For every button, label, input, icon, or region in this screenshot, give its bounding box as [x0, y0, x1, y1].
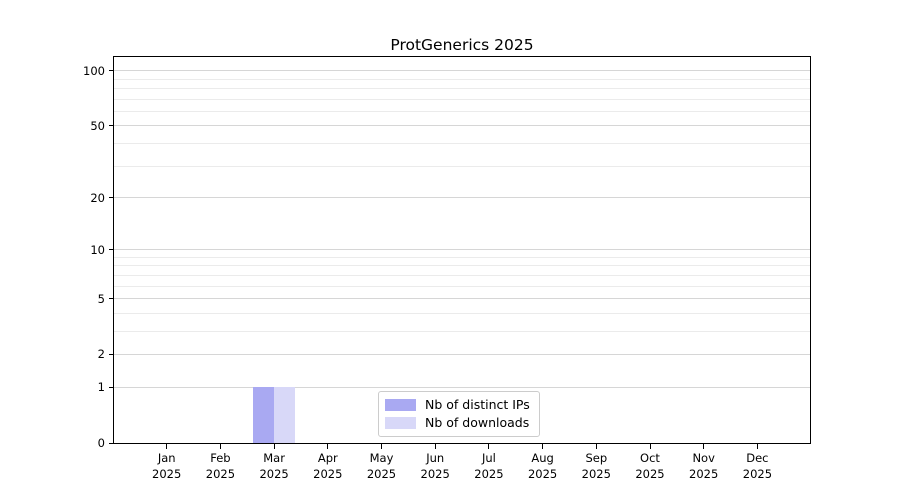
x-tick-label: Jun 2025	[420, 451, 450, 481]
y-tick-label: 2	[97, 347, 105, 362]
x-tick	[219, 444, 221, 449]
x-tick	[273, 444, 275, 449]
y-tick-label: 20	[90, 190, 105, 205]
x-tick-label: Sep 2025	[581, 451, 611, 481]
x-tick-label: Apr 2025	[313, 451, 343, 481]
y-tick	[109, 70, 114, 72]
legend-item-downloads: Nb of downloads	[385, 416, 530, 430]
y-tick	[109, 197, 114, 199]
x-tick	[542, 444, 544, 449]
gridline-minor	[114, 98, 810, 100]
y-tick-label: 0	[97, 436, 105, 450]
y-tick-label: 50	[90, 118, 105, 133]
x-tick-label: May 2025	[366, 451, 397, 481]
gridline-minor	[114, 78, 810, 80]
gridline-minor	[114, 143, 810, 145]
gridline-major	[114, 386, 810, 388]
x-tick-label: Jul 2025	[474, 451, 504, 481]
legend-patch-distinct-ips-icon	[385, 399, 416, 411]
gridline-major	[114, 249, 810, 251]
bar-downloads-mar-2025	[274, 387, 296, 443]
y-tick	[109, 353, 114, 355]
x-tick-label: Aug 2025	[527, 451, 558, 481]
x-tick	[488, 444, 490, 449]
x-tick	[434, 444, 436, 449]
gridline-minor	[114, 312, 810, 314]
y-tick	[109, 442, 114, 444]
x-tick	[327, 444, 329, 449]
gridline-minor	[114, 256, 810, 258]
gridline-major	[114, 353, 810, 355]
x-tick-label: Oct 2025	[635, 451, 665, 481]
legend-label-downloads: Nb of downloads	[425, 415, 530, 430]
gridline-minor	[114, 330, 810, 332]
bar-distinct-ips-mar-2025	[252, 387, 275, 443]
x-tick	[756, 444, 758, 449]
chart-title: ProtGenerics 2025	[390, 36, 534, 54]
y-tick-label: 5	[97, 291, 105, 306]
y-tick-label: 10	[90, 242, 105, 257]
x-tick	[649, 444, 651, 449]
gridline-major	[114, 125, 810, 127]
plot-area	[113, 56, 811, 444]
gridline-minor	[114, 265, 810, 267]
x-tick-label: Dec 2025	[742, 451, 773, 481]
gridline-minor	[114, 274, 810, 276]
gridline-minor	[114, 111, 810, 113]
y-tick	[109, 249, 114, 251]
gridline-major	[114, 70, 810, 72]
gridline-minor	[114, 88, 810, 90]
legend-label-distinct-ips: Nb of distinct IPs	[425, 397, 530, 412]
legend: Nb of distinct IPs Nb of downloads	[378, 391, 540, 437]
legend-patch-downloads-icon	[385, 417, 416, 429]
x-tick-label: Mar 2025	[259, 451, 289, 481]
x-tick	[381, 444, 382, 449]
gridline-minor	[114, 165, 810, 167]
x-tick-label: Jan 2025	[152, 451, 182, 481]
legend-item-distinct-ips: Nb of distinct IPs	[385, 398, 530, 412]
y-tick-label: 1	[97, 380, 105, 395]
x-tick-label: Nov 2025	[689, 451, 719, 481]
x-tick	[595, 444, 597, 449]
gridline-major	[114, 298, 810, 300]
y-tick	[109, 386, 114, 388]
y-tick	[109, 298, 114, 300]
x-tick-label: Feb 2025	[205, 451, 236, 481]
y-tick-label: 100	[83, 63, 105, 78]
x-tick	[166, 444, 168, 449]
gridline-major	[114, 197, 810, 199]
gridline-minor	[114, 285, 810, 287]
x-tick	[703, 444, 705, 449]
y-tick	[109, 125, 114, 127]
